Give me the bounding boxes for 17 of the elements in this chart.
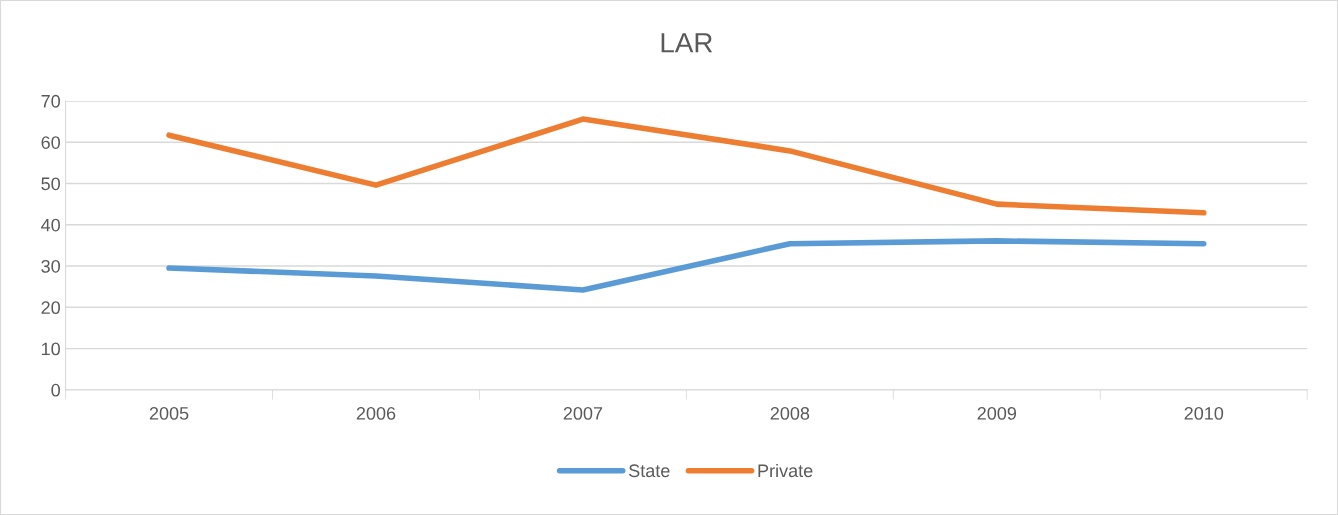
y-tick-label: 0 xyxy=(51,383,60,397)
y-tick-label: 20 xyxy=(41,301,60,315)
chart-title: LAR xyxy=(661,33,713,53)
x-tick-label: 2005 xyxy=(149,407,189,420)
x-tick-label: 2006 xyxy=(356,407,396,420)
x-tick-label: 2008 xyxy=(770,407,810,420)
x-tick-label: 2009 xyxy=(977,407,1017,420)
x-tick-label: 2007 xyxy=(563,407,603,420)
x-tick-label: 2010 xyxy=(1184,407,1224,420)
legend-label: State xyxy=(629,464,670,478)
y-tick-label: 70 xyxy=(41,94,60,108)
y-tick-label: 40 xyxy=(41,218,60,232)
legend-label: Private xyxy=(758,463,813,478)
y-tick-label: 30 xyxy=(41,259,60,273)
y-tick-label: 60 xyxy=(41,136,60,149)
y-tick-label: 50 xyxy=(41,177,60,191)
y-tick-label: 10 xyxy=(42,342,60,356)
